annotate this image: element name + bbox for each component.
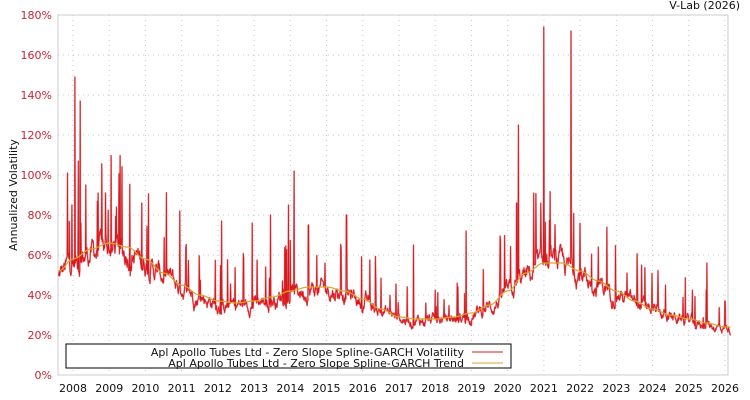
- x-tick-label: 2017: [385, 382, 413, 395]
- legend-label-volatility: Apl Apollo Tubes Ltd - Zero Slope Spline…: [151, 346, 465, 359]
- legend: Apl Apollo Tubes Ltd - Zero Slope Spline…: [65, 343, 512, 370]
- x-tick-label: 2011: [168, 382, 196, 395]
- x-tick-label: 2025: [675, 382, 703, 395]
- x-tick-label: 2019: [457, 382, 485, 395]
- x-tick-label: 2023: [602, 382, 630, 395]
- y-tick-label: 40%: [28, 289, 52, 302]
- y-tick-label: 80%: [28, 209, 52, 222]
- grid-lines: [58, 15, 728, 375]
- volatility-series: [57, 26, 732, 336]
- x-tick-label: 2008: [59, 382, 87, 395]
- y-tick-label: 180%: [21, 9, 52, 22]
- x-tick-label: 2021: [530, 382, 558, 395]
- x-tick-label: 2010: [131, 382, 159, 395]
- plot-frame: [57, 14, 729, 376]
- credit-label: V-Lab (2026): [669, 0, 740, 12]
- x-tick-label: 2018: [421, 382, 449, 395]
- y-tick-label: 20%: [28, 329, 52, 342]
- x-tick-label: 2016: [349, 382, 377, 395]
- x-tick-label: 2024: [639, 382, 667, 395]
- x-tick-label: 2020: [494, 382, 522, 395]
- y-tick-label: 100%: [21, 169, 52, 182]
- x-tick-label: 2009: [95, 382, 123, 395]
- x-tick-label: 2012: [204, 382, 232, 395]
- x-tick-label: 2026: [711, 382, 739, 395]
- x-axis-ticks: 2008 2009 2010 2011 2012 2013 2014 2015 2016 2017…: [59, 382, 739, 395]
- x-tick-label: 2015: [313, 382, 341, 395]
- y-tick-label: 140%: [21, 89, 52, 102]
- y-tick-label: 160%: [21, 49, 52, 62]
- y-axis-ticks: 0% 20% 40% 60% 80% 100% 120% 140% 160% 180%: [21, 9, 52, 382]
- y-axis-title: Annualized Volatility: [7, 139, 20, 251]
- y-tick-label: 120%: [21, 129, 52, 142]
- legend-box: [65, 343, 512, 369]
- y-tick-label: 60%: [28, 249, 52, 262]
- trend-series: [58, 242, 731, 328]
- legend-label-trend: Apl Apollo Tubes Ltd - Zero Slope Spline…: [168, 357, 464, 370]
- x-tick-label: 2014: [276, 382, 304, 395]
- y-tick-label: 0%: [35, 369, 52, 382]
- x-tick-label: 2022: [566, 382, 594, 395]
- x-tick-label: 2013: [240, 382, 268, 395]
